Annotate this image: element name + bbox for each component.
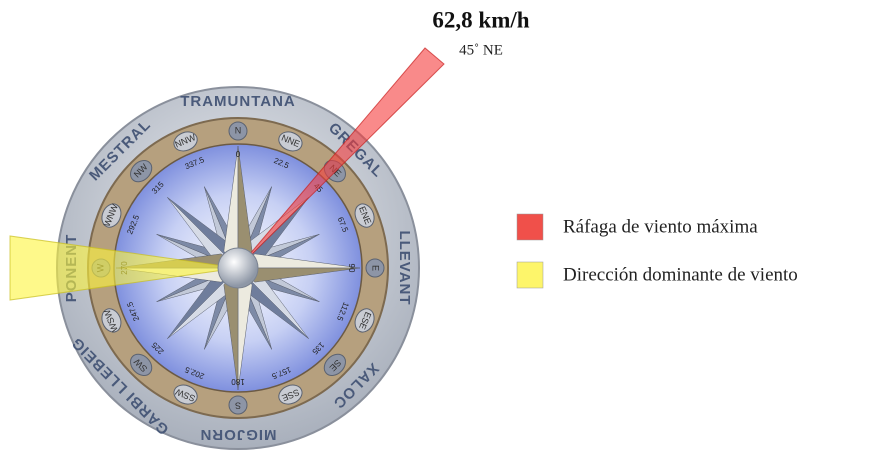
point-label: E [371, 265, 381, 271]
legend: Ráfaga de viento máxima Dirección dominan… [517, 214, 798, 288]
legend-swatch [517, 262, 543, 288]
degree-label: 180 [231, 377, 245, 386]
gust-speed: 62,8 km/h [432, 7, 529, 32]
wind-widget: TRAMUNTANAGREGALLLEVANTXALOCMIGJORNGARBI… [0, 0, 880, 450]
hub [218, 248, 258, 288]
point-label: S [235, 401, 241, 411]
wind-name: MIGJORN [199, 426, 276, 443]
wind-name: TRAMUNTANA [180, 93, 296, 110]
degree-label: 90 [347, 264, 356, 273]
point-label: N [235, 125, 242, 135]
legend-label: Dirección dominante de viento [563, 264, 798, 285]
degree-label: 0 [236, 150, 241, 159]
wind-name: LLEVANT [396, 230, 413, 305]
legend-swatch [517, 214, 543, 240]
gust-direction: 45˚ NE [459, 42, 503, 58]
legend-label: Ráfaga de viento máxima [563, 216, 758, 237]
